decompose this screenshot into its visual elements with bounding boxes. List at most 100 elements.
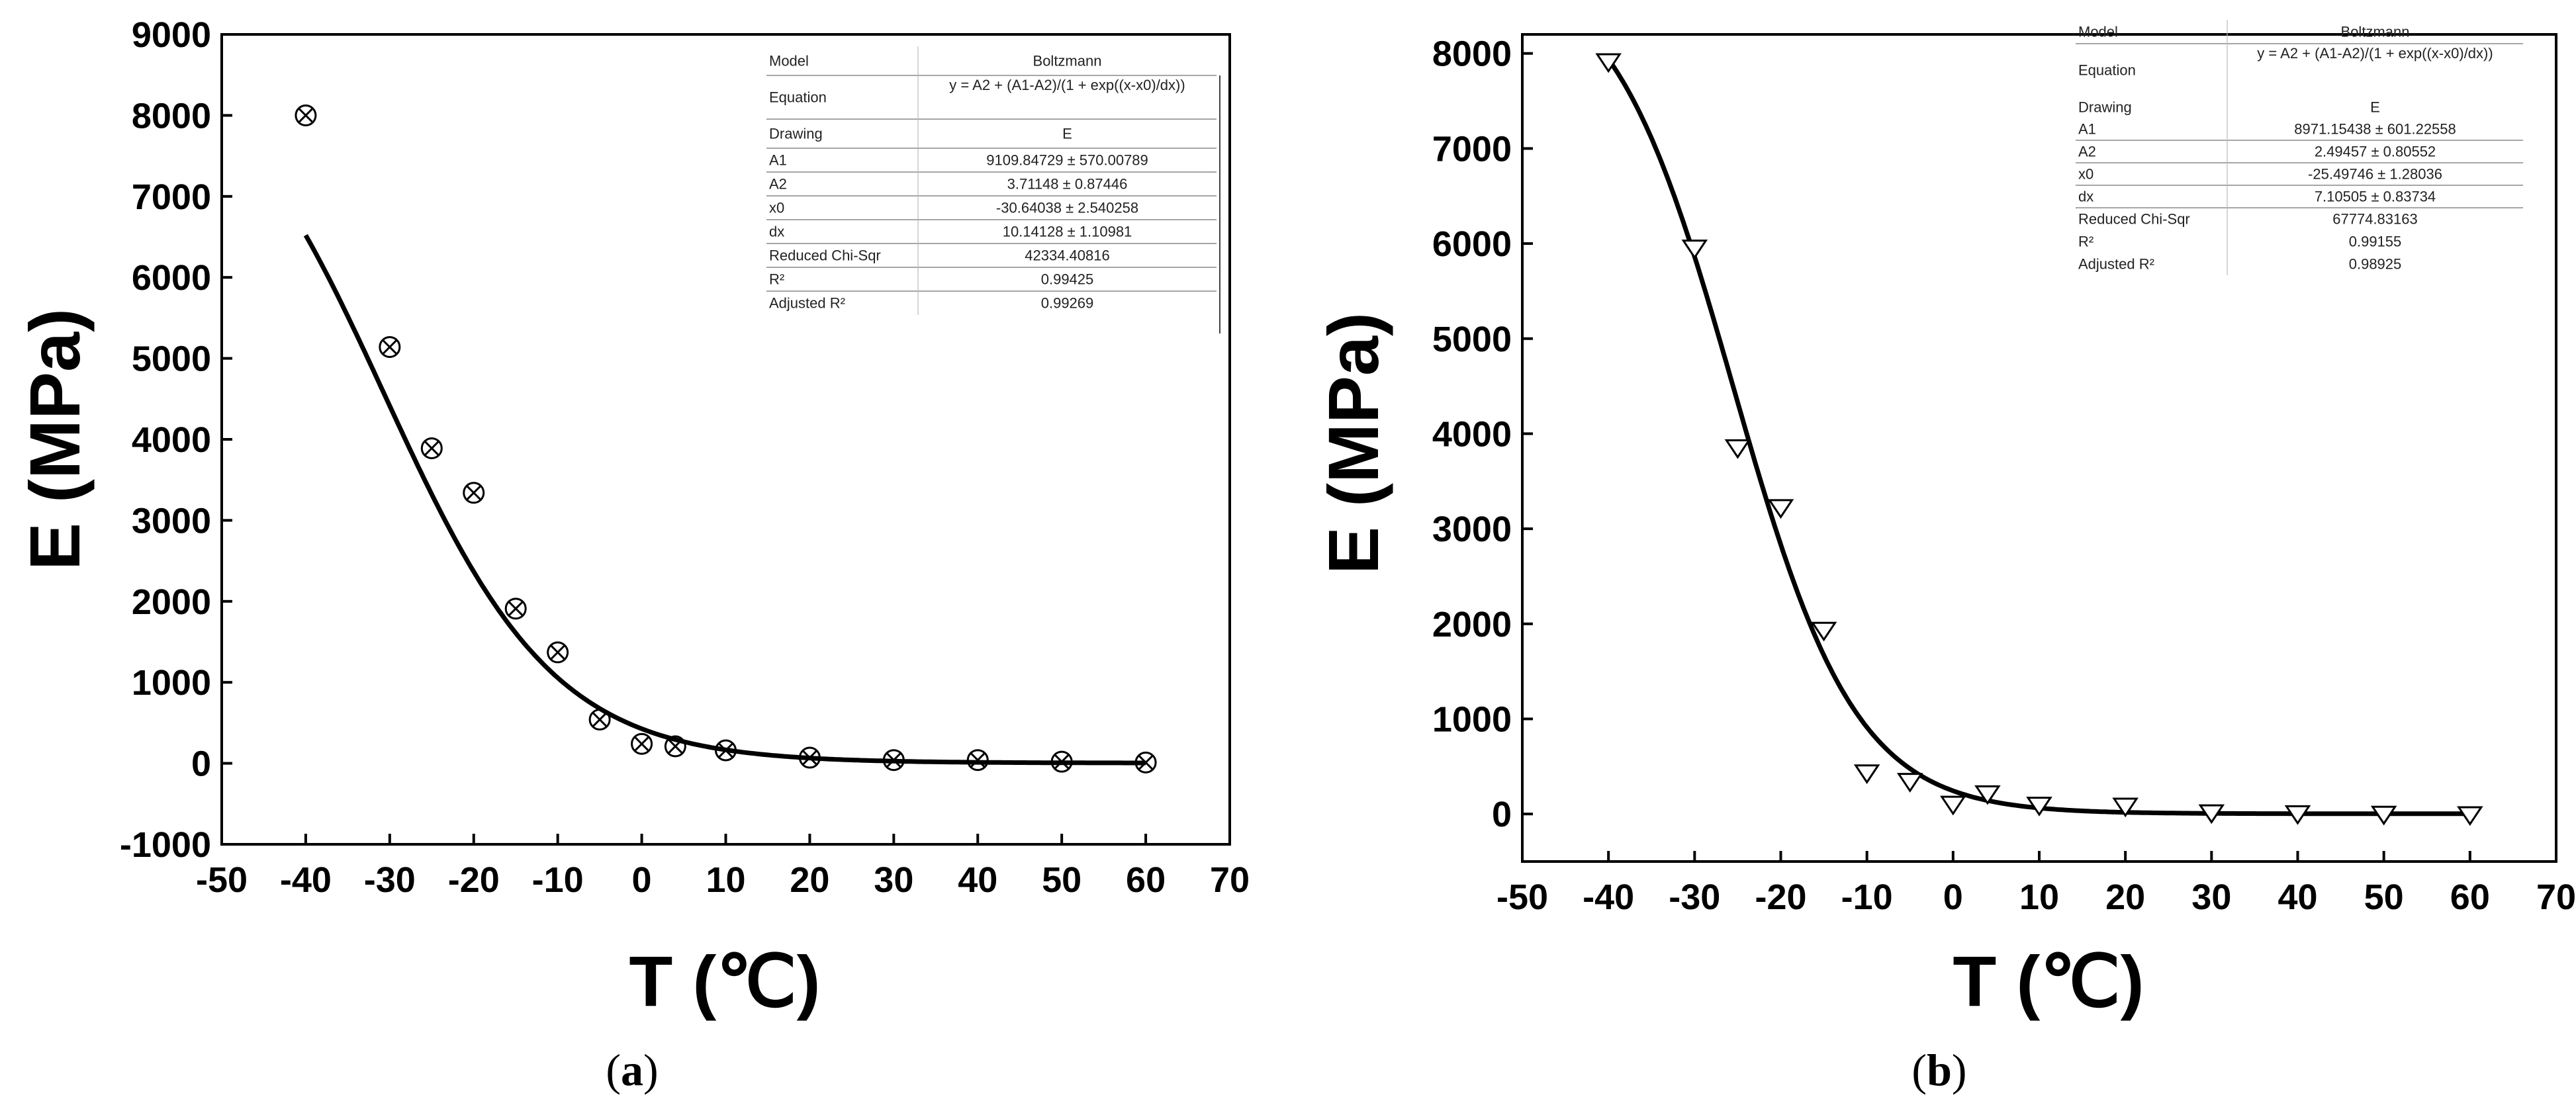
marker-circle bbox=[463, 482, 485, 504]
stats-value: 0.99155 bbox=[2349, 234, 2402, 250]
marker-circle bbox=[631, 732, 653, 755]
data-point bbox=[715, 739, 737, 762]
stats-value: 7.10505 ± 0.83734 bbox=[2315, 189, 2436, 205]
x-tick-label: -10 bbox=[532, 860, 584, 900]
data-point bbox=[1724, 439, 1751, 459]
stats-key: x0 bbox=[2078, 166, 2093, 183]
marker-cross bbox=[424, 440, 440, 457]
x-tick-label: 30 bbox=[874, 860, 913, 900]
stats-key: Equation bbox=[769, 89, 827, 106]
marker-circle bbox=[798, 746, 821, 769]
data-point bbox=[2457, 806, 2483, 826]
data-point bbox=[379, 335, 401, 358]
marker-circle bbox=[588, 709, 611, 731]
y-tick-label: 4000 bbox=[1432, 414, 1512, 454]
panel-caption: (a) bbox=[606, 1045, 658, 1095]
stats-key: x0 bbox=[769, 200, 784, 216]
x-axis-title: T (℃) bbox=[1953, 941, 2144, 1021]
y-tick-label: 2000 bbox=[1432, 605, 1512, 644]
x-tick-label: 10 bbox=[706, 860, 745, 900]
x-tick-label: -20 bbox=[448, 860, 500, 900]
y-axis-title: E (MPa) bbox=[1313, 312, 1393, 574]
x-tick-label: 60 bbox=[1126, 860, 1166, 900]
marker-circle bbox=[547, 641, 569, 664]
stats-value: 8971.15438 ± 601.22558 bbox=[2294, 121, 2456, 138]
y-tick-label: 6000 bbox=[132, 258, 211, 298]
marker-cross bbox=[886, 752, 902, 768]
data-point bbox=[882, 749, 905, 772]
marker-cross bbox=[298, 107, 314, 124]
stats-value: 10.14128 ± 1.10981 bbox=[1003, 224, 1132, 240]
stats-key: A1 bbox=[2078, 121, 2096, 138]
stats-value: y = A2 + (A1-A2)/(1 + exp((x-x0)/dx)) bbox=[949, 77, 1185, 93]
stats-key: Model bbox=[2078, 24, 2118, 40]
stats-value: y = A2 + (A1-A2)/(1 + exp((x-x0)/dx)) bbox=[2257, 45, 2493, 62]
stats-value: E bbox=[2370, 99, 2380, 116]
x-tick-label: -50 bbox=[196, 860, 248, 900]
caption-letter: a bbox=[621, 1045, 643, 1095]
stats-value: E bbox=[1062, 126, 1072, 142]
data-point bbox=[2198, 804, 2225, 824]
data-point bbox=[588, 709, 611, 731]
stats-key: Adjusted R² bbox=[2078, 256, 2154, 273]
y-tick-label: 8000 bbox=[132, 96, 211, 136]
x-tick-label: 20 bbox=[790, 860, 829, 900]
boltzmann-fit-curve bbox=[303, 234, 1146, 766]
caption-paren-close: ) bbox=[1952, 1045, 1967, 1095]
marker-cross bbox=[970, 752, 986, 768]
stats-value: 67774.83163 bbox=[2332, 211, 2417, 228]
y-tick-label: 5000 bbox=[132, 339, 211, 379]
data-point bbox=[1853, 764, 1880, 784]
y-tick-label: 9000 bbox=[132, 15, 211, 55]
stats-key: Drawing bbox=[2078, 99, 2132, 116]
marker-circle bbox=[379, 335, 401, 358]
stats-key: Reduced Chi-Sqr bbox=[2078, 211, 2190, 228]
x-tick-label: 40 bbox=[958, 860, 997, 900]
caption-letter: b bbox=[1927, 1045, 1952, 1095]
x-tick-label: -50 bbox=[1496, 877, 1548, 917]
x-tick-label: 10 bbox=[2019, 877, 2059, 917]
y-tick-label: 7000 bbox=[1432, 129, 1512, 169]
stats-value: Boltzmann bbox=[1033, 53, 1102, 69]
stats-value: -30.64038 ± 2.540258 bbox=[996, 200, 1138, 216]
stats-value: 9109.84729 ± 570.00789 bbox=[986, 152, 1148, 169]
x-tick-label: -30 bbox=[1669, 877, 1720, 917]
x-tick-label: -20 bbox=[1755, 877, 1806, 917]
fit-stats-table: Model Boltzmann Equation y = A2 + (A1-A2)/(… bbox=[2076, 20, 2523, 275]
x-tick-label: -30 bbox=[364, 860, 416, 900]
data-point bbox=[2026, 797, 2052, 817]
y-tick-label: 0 bbox=[191, 744, 211, 784]
marker-circle bbox=[882, 749, 905, 772]
marker-circle bbox=[420, 437, 443, 459]
marker-cross bbox=[802, 750, 818, 766]
y-tick-label: 7000 bbox=[132, 177, 211, 217]
data-point bbox=[1940, 795, 1966, 816]
stats-key: Adjusted R² bbox=[769, 295, 845, 312]
marker-cross bbox=[1054, 754, 1070, 770]
y-tick-label: 8000 bbox=[1432, 34, 1512, 74]
marker-circle bbox=[504, 598, 527, 620]
data-point bbox=[1134, 751, 1157, 774]
y-tick-label: 3000 bbox=[1432, 509, 1512, 549]
caption-paren-close: ) bbox=[643, 1045, 659, 1095]
marker-cross bbox=[667, 738, 684, 754]
stats-key: A2 bbox=[2078, 144, 2096, 160]
stats-value: 2.49457 ± 0.80552 bbox=[2315, 144, 2436, 160]
marker-cross bbox=[549, 644, 566, 660]
data-point bbox=[798, 746, 821, 769]
y-tick-label: 0 bbox=[1492, 795, 1512, 834]
marker-cross bbox=[717, 742, 734, 758]
x-tick-label: 0 bbox=[1943, 877, 1963, 917]
y-tick-label: 6000 bbox=[1432, 224, 1512, 264]
stats-key: Equation bbox=[2078, 62, 2136, 79]
y-tick-label: 2000 bbox=[132, 582, 211, 622]
stats-key: dx bbox=[769, 224, 784, 240]
marker-cross bbox=[592, 711, 608, 728]
y-tick-label: 1000 bbox=[1432, 699, 1512, 739]
x-tick-label: 70 bbox=[2536, 877, 2576, 917]
marker-circle bbox=[1134, 751, 1157, 774]
stats-value: 42334.40816 bbox=[1025, 247, 1109, 264]
data-point bbox=[1767, 499, 1794, 519]
x-tick-label: -10 bbox=[1841, 877, 1893, 917]
